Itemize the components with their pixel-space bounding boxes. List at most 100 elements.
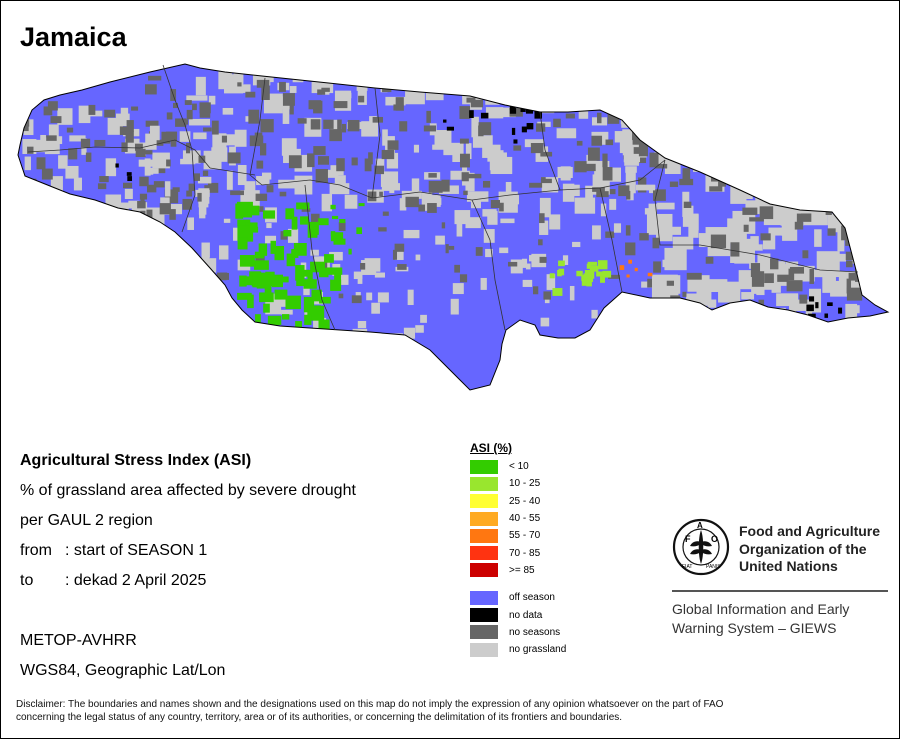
no-grassland-patch: [577, 337, 586, 348]
giews-name: Global Information and Early Warning Sys…: [672, 600, 849, 638]
no-seasons-patch: [374, 165, 385, 175]
no-seasons-patch: [595, 91, 606, 103]
no-grassland-patch: [321, 193, 333, 212]
no-seasons-patch: [393, 104, 404, 111]
no-grassland-patch: [405, 84, 425, 105]
no-grassland-patch: [465, 172, 475, 192]
no-seasons-patch: [368, 152, 373, 165]
no-grassland-patch: [557, 166, 573, 179]
no-seasons-patch: [80, 138, 91, 148]
no-grassland-patch: [522, 279, 533, 287]
no-grassland-patch: [750, 236, 759, 250]
no-grassland-patch: [549, 214, 561, 230]
no-seasons-patch: [444, 81, 459, 92]
no-seasons-patch: [197, 192, 202, 202]
no-grassland-patch: [857, 166, 873, 179]
asi-lt10-patch: [300, 216, 309, 225]
no-grassland-patch: [265, 235, 277, 244]
legend-class-label: 55 - 70: [509, 530, 541, 542]
no-grassland-patch: [854, 207, 866, 228]
no-seasons-patch: [148, 75, 162, 81]
no-seasons-patch: [605, 139, 614, 146]
no-grassland-patch: [487, 210, 498, 225]
no-seasons-patch: [517, 84, 528, 93]
no-grassland-patch: [619, 134, 634, 154]
no-grassland-patch: [149, 125, 160, 141]
no-seasons-patch: [279, 191, 287, 197]
no-grassland-patch: [282, 105, 290, 124]
fao-logo: F A O FIAT PANIS: [672, 518, 730, 576]
no-seasons-patch: [630, 110, 638, 117]
no-seasons-patch: [647, 278, 653, 288]
no-grassland-patch: [73, 177, 82, 191]
no-seasons-patch: [321, 87, 330, 92]
no-grassland-patch: [546, 274, 556, 290]
no-grassland-patch: [731, 188, 753, 200]
no-seasons-patch: [530, 142, 544, 154]
asi-lt10-patch: [334, 276, 340, 283]
no-seasons-patch: [513, 92, 523, 101]
no-grassland-patch: [830, 164, 838, 179]
no-grassland-patch: [619, 98, 632, 118]
giews-line-1: Global Information and Early: [672, 601, 850, 617]
no-grassland-patch: [569, 285, 575, 301]
asi-10-25-patch: [552, 288, 563, 296]
no-seasons-patch: [835, 120, 843, 135]
no-grassland-patch: [540, 317, 550, 327]
fao-logo-a: A: [697, 521, 703, 530]
no-seasons-patch: [211, 120, 219, 135]
asi-lt10-patch: [239, 275, 247, 287]
no-seasons-patch: [454, 264, 461, 273]
no-seasons-patch: [709, 186, 723, 192]
no-grassland-patch: [837, 230, 845, 252]
no-seasons-patch: [186, 190, 193, 197]
asi-10-25-patch: [558, 260, 565, 267]
no-seasons-patch: [227, 152, 241, 164]
no-seasons-patch: [628, 91, 639, 103]
no-seasons-patch: [833, 198, 838, 205]
asi-lt10-patch: [296, 269, 310, 277]
no-seasons-patch: [418, 204, 426, 212]
asi-10-25-patch: [584, 270, 595, 279]
no-grassland-patch: [205, 302, 217, 313]
asi-lt10-patch: [330, 204, 336, 210]
no-grassland-patch: [673, 303, 686, 312]
no-grassland-patch: [688, 213, 699, 238]
no-seasons-patch: [441, 179, 450, 192]
no-grassland-patch: [138, 159, 157, 167]
no-seasons-patch: [288, 155, 302, 169]
no-seasons-patch: [310, 119, 321, 130]
legend-extra-swatch: [470, 625, 498, 640]
no-grassland-patch: [105, 158, 117, 177]
no-grassland-patch: [31, 139, 48, 153]
no-grassland-patch: [525, 263, 531, 270]
no-seasons-patch: [475, 247, 483, 256]
no-seasons-patch: [796, 213, 803, 228]
no-seasons-patch: [448, 245, 455, 250]
no-grassland-patch: [395, 246, 404, 260]
no-seasons-patch: [199, 108, 211, 118]
no-seasons-patch: [721, 159, 728, 174]
no-grassland-patch: [562, 255, 569, 265]
no-seasons-patch: [694, 129, 706, 145]
no-grassland-patch: [369, 116, 377, 130]
no-seasons-patch: [193, 173, 200, 181]
no-grassland-patch: [798, 193, 811, 207]
no-seasons-patch: [508, 88, 519, 99]
no-seasons-patch: [759, 206, 774, 220]
no-grassland-patch: [718, 281, 741, 303]
no-grassland-patch: [497, 107, 516, 118]
spacer: [20, 596, 356, 626]
asi-lt10-patch: [279, 276, 289, 283]
asi-10-25-patch: [586, 280, 592, 287]
no-grassland-patch: [197, 176, 212, 184]
no-seasons-patch: [608, 274, 621, 279]
no-seasons-patch: [553, 118, 561, 128]
asi-lt10-patch: [270, 240, 277, 254]
no-seasons-patch: [66, 127, 74, 133]
no-seasons-patch: [387, 140, 399, 150]
no-grassland-patch: [846, 212, 853, 231]
no-grassland-patch: [831, 221, 840, 228]
no-grassland-patch: [344, 194, 358, 209]
no-seasons-patch: [119, 126, 131, 136]
